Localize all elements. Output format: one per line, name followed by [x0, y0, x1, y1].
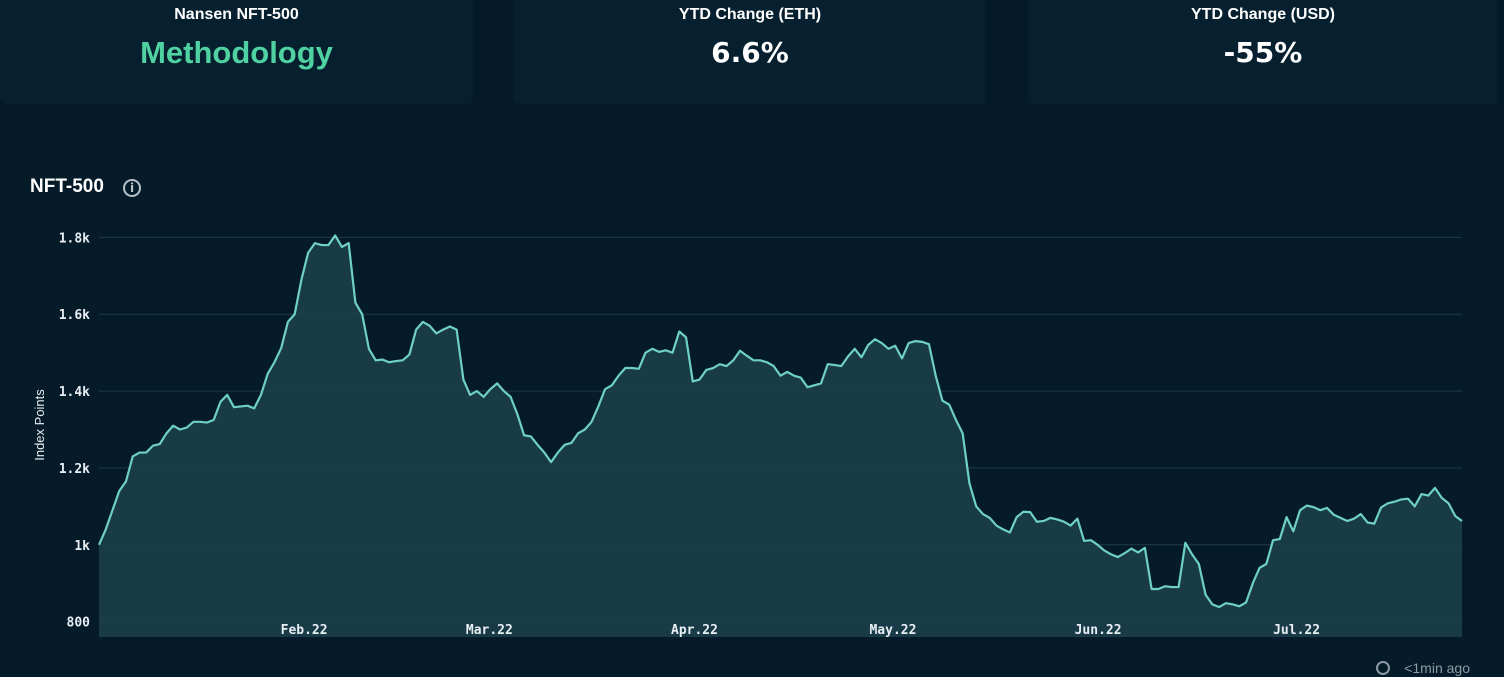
ytd-usd-card: YTD Change (USD) -55% [1028, 0, 1498, 104]
x-tick-label: Jul.22 [1273, 623, 1320, 638]
x-tick-label: Mar.22 [466, 623, 513, 638]
y-tick-label: 800 [67, 616, 91, 631]
series-area [99, 235, 1462, 637]
y-tick-label: 1.2k [59, 462, 90, 477]
y-axis-label: Index Points [32, 389, 47, 461]
ytd-usd-value: -55% [1223, 36, 1303, 69]
x-tick-label: May.22 [869, 623, 916, 638]
y-tick-label: 1.8k [59, 231, 90, 246]
methodology-link[interactable]: Methodology [140, 35, 333, 70]
x-tick-label: Apr.22 [671, 623, 718, 638]
chart-title: NFT-500 [30, 176, 104, 197]
y-tick-label: 1k [74, 539, 90, 554]
x-tick-label: Jun.22 [1075, 623, 1122, 638]
x-tick-label: Feb.22 [281, 623, 328, 638]
x-axis-ticks: Feb.22 Mar.22 Apr.22 May.22 Jun.22 Jul.22 [281, 623, 1320, 638]
index-card: Nansen NFT-500 Methodology [0, 0, 473, 104]
y-tick-label: 1.6k [59, 308, 90, 323]
info-icon[interactable]: i [123, 179, 141, 197]
last-updated: <1min ago [1404, 660, 1470, 676]
card-label: Nansen NFT-500 [174, 6, 299, 23]
card-label: YTD Change (ETH) [678, 6, 822, 23]
y-axis-ticks: 800 1k 1.2k 1.4k 1.6k 1.8k [59, 231, 90, 630]
ytd-eth-card: YTD Change (ETH) 6.6% [514, 0, 986, 104]
ytd-eth-value: 6.6% [711, 36, 789, 69]
card-label: YTD Change (USD) [1191, 6, 1335, 23]
y-tick-label: 1.4k [59, 385, 90, 400]
refresh-clock-icon [1376, 661, 1390, 675]
series-line [97, 234, 1463, 609]
